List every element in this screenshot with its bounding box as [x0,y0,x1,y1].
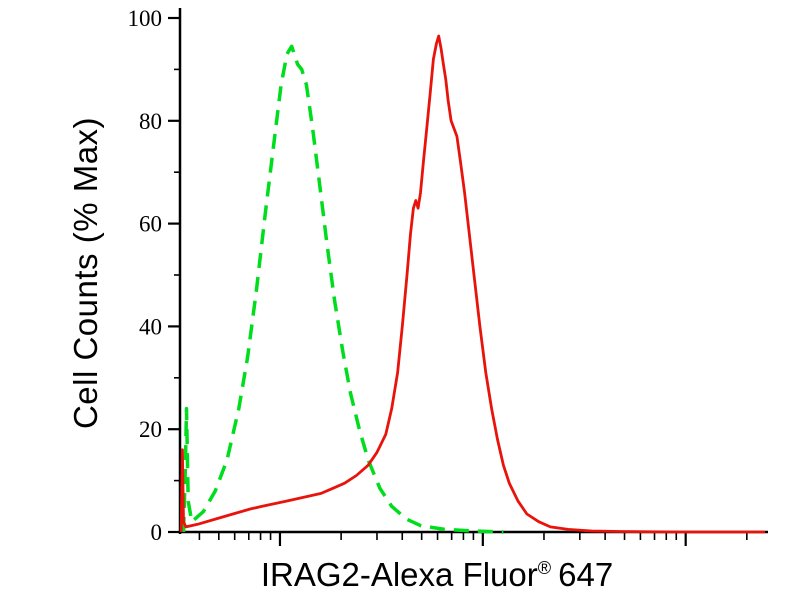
green-dashed-control-histogram-curve [181,44,504,534]
y-tick-label: 0 [151,520,163,545]
y-axis-ticks: 0 20 40 60 80 100 [128,6,180,545]
y-tick-label: 20 [139,417,162,442]
x-axis-label: IRAG2-Alexa Fluor® 647 [261,556,613,594]
y-tick-label: 80 [139,109,162,134]
y-tick-label: 100 [128,6,163,31]
series-red-solid-irag2-histogram [179,34,766,534]
series-green-dashed-control-histogram [181,44,504,534]
y-tick-label: 60 [139,212,162,237]
y-tick-label: 40 [139,314,162,339]
x-axis-ticks [198,532,748,546]
x-axis-label-main: IRAG2-Alexa Fluor [260,556,538,593]
registered-trademark-symbol: ® [537,558,552,578]
x-axis-label-suffix: 647 [558,556,614,593]
y-axis-label: Cell Counts (% Max) [67,116,104,430]
red-solid-irag2-histogram-curve [179,34,766,534]
